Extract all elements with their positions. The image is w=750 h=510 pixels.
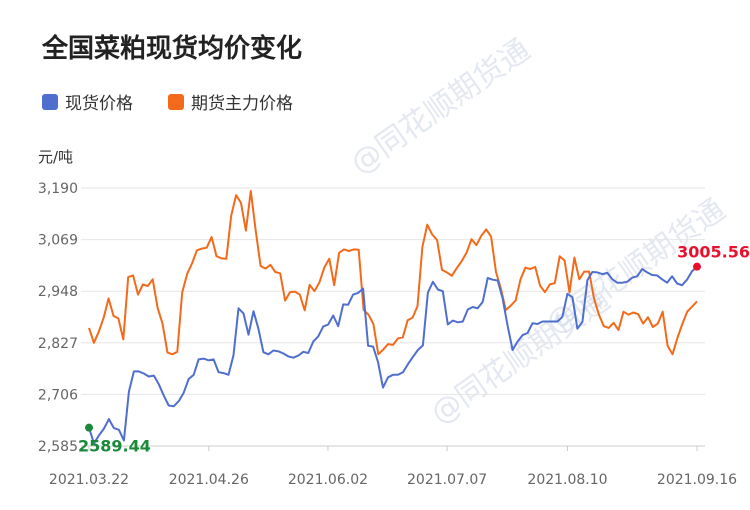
y-axis-unit: 元/吨	[38, 148, 73, 166]
x-tick-label: 2021.04.26	[169, 472, 249, 488]
series-line-spot[interactable]	[88, 265, 698, 445]
chart-title: 全国菜粕现货均价变化	[41, 33, 302, 64]
legend-label-futures: 期货主力价格	[191, 94, 293, 114]
legend-label-spot: 现货价格	[65, 94, 133, 114]
legend-item-spot[interactable]: 现货价格	[42, 94, 133, 114]
y-axis-ticks: 3,190 3,069 2,948 2,827 2,706 2,585	[38, 181, 78, 455]
watermark-text: @同花顺期货通	[540, 192, 732, 341]
series-layer	[88, 190, 698, 445]
x-axis-ticks: 2021.03.22 2021.04.26 2021.06.02 2021.07.07…	[49, 446, 737, 488]
x-tick-label: 2021.08.10	[527, 472, 607, 488]
gridlines	[81, 187, 705, 447]
y-tick-label: 2,706	[38, 387, 78, 403]
legend-swatch-futures	[168, 94, 184, 110]
watermark-text: @同花顺期货通	[345, 32, 537, 181]
y-tick-label: 2,827	[38, 336, 78, 352]
series-line-futures[interactable]	[88, 190, 698, 356]
start-point-marker	[85, 423, 93, 432]
legend-swatch-spot	[42, 94, 58, 110]
annotation-layer: 2589.44 3005.56	[78, 243, 750, 456]
x-tick-label: 2021.07.07	[407, 472, 487, 488]
y-tick-label: 3,069	[38, 233, 78, 249]
legend-item-futures[interactable]: 期货主力价格	[168, 94, 293, 114]
x-tick-label: 2021.09.16	[657, 472, 737, 488]
start-value-label: 2589.44	[78, 437, 151, 456]
y-tick-label: 2,585	[38, 439, 78, 455]
x-tick-label: 2021.03.22	[49, 472, 129, 488]
legend: 现货价格 期货主力价格	[42, 94, 293, 114]
x-tick-label: 2021.06.02	[288, 472, 368, 488]
y-tick-label: 3,190	[38, 181, 78, 197]
end-value-label: 3005.56	[677, 243, 750, 262]
y-tick-label: 2,948	[38, 284, 78, 300]
end-point-marker	[693, 262, 701, 271]
